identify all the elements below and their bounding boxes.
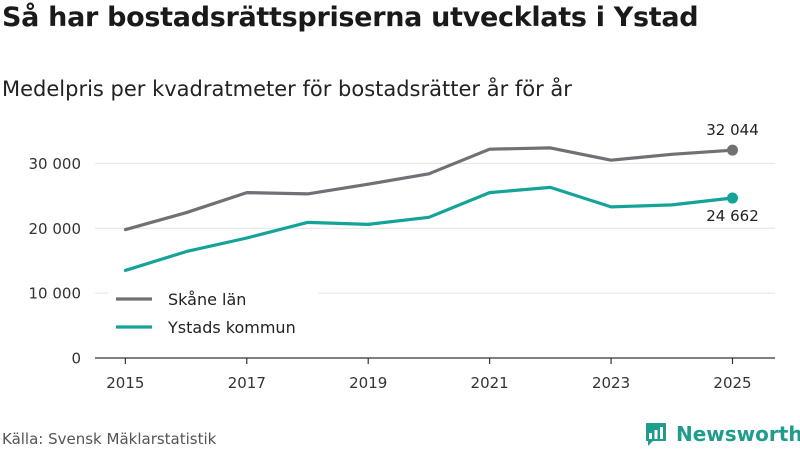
y-tick-label: 20 000 [29,220,82,238]
chart-subtitle: Medelpris per kvadratmeter för bostadsrä… [2,77,572,101]
end-point-marker [727,192,738,204]
chart-title: Så har bostadsrättspriserna utvecklats i… [2,2,699,33]
end-value-label: 32 044 [706,121,759,139]
legend-background [108,286,318,346]
end-value-label: 24 662 [706,207,759,225]
x-tick-label: 2015 [106,374,144,392]
series-lines [123,144,738,272]
brand-name: Newsworthy [676,422,800,446]
x-tick-label: 2023 [592,374,630,392]
x-tick-label: 2025 [713,374,751,392]
legend-label: Ystads kommun [167,318,296,337]
gridlines [95,162,775,294]
y-tick-label: 10 000 [29,285,82,303]
legend: Skåne län Ystads kommun [108,286,318,346]
x-tick-label: 2019 [349,374,387,392]
y-tick-label: 0 [71,350,81,368]
data-labels: 32 044 24 662 [706,121,759,225]
y-tick-label: 30 000 [29,155,82,173]
brand-logo: Newsworthy [644,420,800,448]
x-tick-label: 2021 [471,374,509,392]
series-line-sk-ne-l-n [123,146,735,232]
x-tick-label: 2017 [228,374,266,392]
end-point-marker [727,144,738,156]
series-line-ystads-kommun [123,185,735,272]
source-note: Källa: Svensk Mäklarstatistik [2,430,217,448]
axes: 0 10 000 20 000 30 000 2015 2017 2019 2021 2023 2… [29,155,775,392]
newsworthy-logo-icon [646,423,666,446]
legend-label: Skåne län [168,290,246,309]
